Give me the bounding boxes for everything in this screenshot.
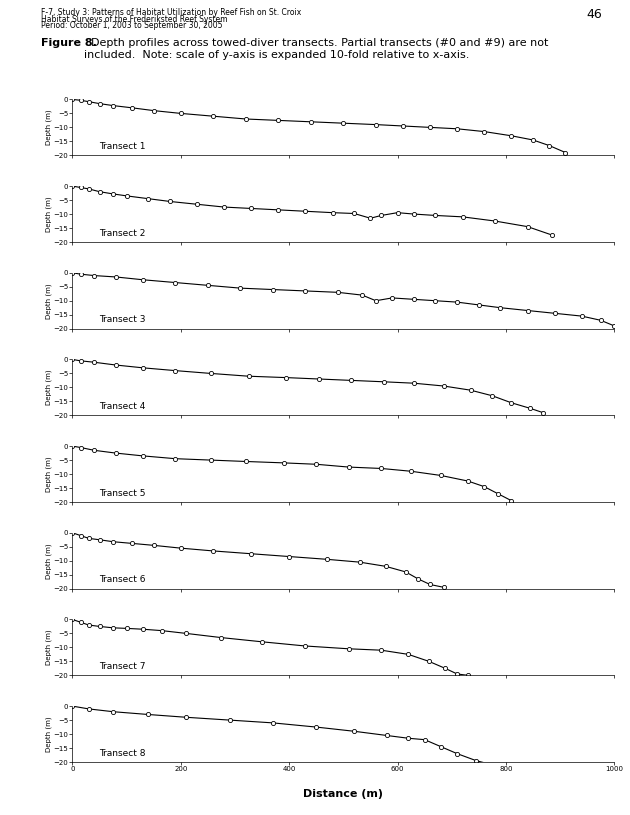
Y-axis label: Depth (m): Depth (m) [45, 543, 52, 579]
Text: Transect 6: Transect 6 [100, 575, 146, 584]
Text: Figure 8.: Figure 8. [41, 38, 97, 48]
Text: Period: October 1, 2003 to September 30, 2005: Period: October 1, 2003 to September 30,… [41, 21, 222, 30]
Y-axis label: Depth (m): Depth (m) [45, 109, 52, 145]
Text: Transect 8: Transect 8 [100, 748, 146, 758]
Y-axis label: Depth (m): Depth (m) [45, 716, 52, 752]
Text: Transect 7: Transect 7 [100, 662, 146, 671]
Y-axis label: Depth (m): Depth (m) [45, 456, 52, 492]
Y-axis label: Depth (m): Depth (m) [45, 629, 52, 665]
Text: F-7, Study 3: Patterns of Habitat Utilization by Reef Fish on St. Croix: F-7, Study 3: Patterns of Habitat Utiliz… [41, 8, 301, 17]
Y-axis label: Depth (m): Depth (m) [45, 196, 52, 232]
Text: Transect 2: Transect 2 [100, 228, 146, 237]
Y-axis label: Depth (m): Depth (m) [45, 283, 52, 319]
Text: Transect 4: Transect 4 [100, 402, 146, 411]
Y-axis label: Depth (m): Depth (m) [45, 369, 52, 405]
Text: Transect 3: Transect 3 [100, 315, 146, 324]
Text: 46: 46 [586, 8, 602, 21]
Text: Distance (m): Distance (m) [304, 789, 383, 799]
Text: Transect 1: Transect 1 [100, 142, 146, 151]
Text: Habitat Surveys of the Frederiksted Reef System: Habitat Surveys of the Frederiksted Reef… [41, 15, 227, 24]
Text: Transect 5: Transect 5 [100, 488, 146, 497]
Text: Depth profiles across towed-diver transects. Partial transects (#0 and #9) are n: Depth profiles across towed-diver transe… [84, 38, 548, 60]
